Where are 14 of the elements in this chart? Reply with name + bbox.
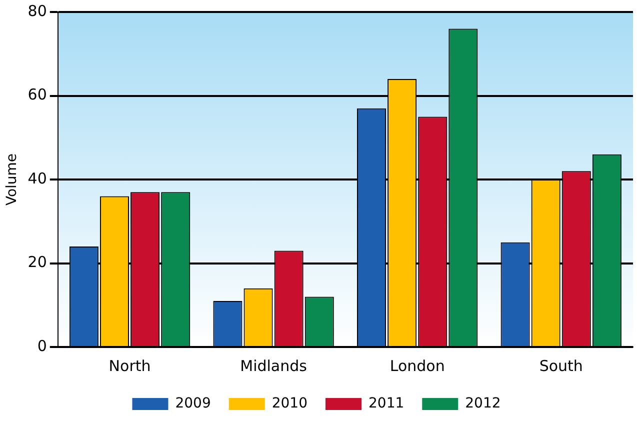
y-tick-label: 40 [28,169,47,188]
legend-label: 2010 [272,396,308,412]
y-tick-label: 60 [28,86,47,104]
legend-label: 2011 [368,396,404,412]
y-tick-label: 0 [37,336,47,355]
x-tick-label: Midlands [240,356,308,375]
y-tick-label: 20 [28,253,47,272]
y-axis-title: Volume [4,153,20,206]
x-tick-label: South [539,356,583,375]
x-tick-label: North [108,356,151,375]
legend-label: 2009 [175,396,211,412]
x-tick-label: London [390,356,445,375]
legend-label: 2012 [465,396,501,412]
y-tick-label: 80 [28,2,47,20]
